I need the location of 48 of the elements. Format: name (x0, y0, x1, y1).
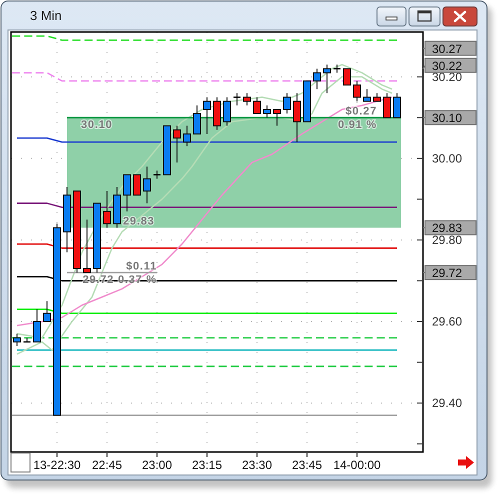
candlestick (133, 174, 141, 196)
candlestick (43, 300, 51, 322)
annotation: 0.91 % (338, 118, 377, 131)
candlestick (232, 92, 242, 106)
y-tick-label: 29.80 (432, 232, 462, 247)
candlestick (123, 174, 131, 212)
candlestick (193, 104, 201, 134)
y-tick-label: 29.40 (432, 396, 462, 410)
candlestick (173, 125, 181, 163)
y2-tick-label: 29.72 (432, 266, 462, 280)
y-tick-label: 30.00 (432, 151, 462, 166)
y2-tick-label: 30.10 (432, 111, 462, 126)
annotation: 30.10 (81, 118, 113, 131)
candlestick (343, 68, 351, 86)
candlestick (103, 190, 111, 228)
annotation: 29.83 (123, 216, 155, 228)
candlestick (83, 219, 91, 274)
candlestick (273, 108, 281, 126)
x-tick-label: 22:45 (92, 458, 122, 472)
candlestick (393, 92, 401, 118)
annotation: $0.27 (345, 106, 377, 118)
x-tick-label: 23:00 (142, 458, 172, 472)
x-tick-label: 14-00:00 (333, 458, 382, 472)
y-tick-label: 29.60 (432, 314, 462, 329)
chart-title: 3 Min (30, 8, 62, 23)
candlestick (143, 166, 151, 204)
x-tick-label: 23:30 (242, 458, 272, 472)
candlestick (263, 104, 271, 118)
y2-tick-label: 30.27 (432, 42, 462, 56)
candlestick (33, 308, 41, 342)
candlestick (313, 68, 321, 90)
x-tick-label: 23:45 (292, 458, 322, 472)
candlestick (13, 333, 21, 346)
x-tick-label: 23:15 (192, 458, 222, 472)
candlestick (223, 96, 231, 126)
candlestick (363, 88, 371, 102)
x-tick-label: 13-22:30 (33, 458, 82, 472)
candlestick (293, 92, 301, 143)
candlestick (383, 92, 391, 118)
annotation: $0.11 (126, 260, 157, 273)
candlestick (353, 80, 361, 102)
y2-tick-label: 29.83 (432, 221, 462, 236)
candlestick (253, 96, 261, 114)
candlestick (183, 125, 191, 147)
candlestick (323, 64, 331, 94)
candlestick (283, 92, 291, 114)
candlestick (203, 96, 211, 134)
candlestick (243, 92, 251, 106)
